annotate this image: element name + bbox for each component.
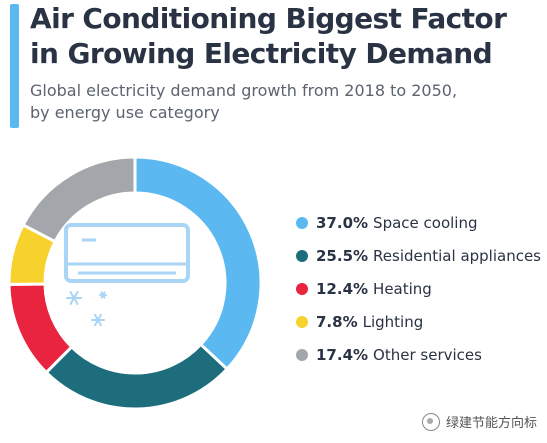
watermark: 绿建节能方向标	[421, 412, 537, 431]
legend-value: 7.8%	[316, 312, 358, 331]
chart-subtitle-line: by energy use category	[30, 103, 220, 122]
chart-subtitle-line: Global electricity demand growth from 20…	[30, 81, 458, 100]
legend-item: 25.5% Residential appliances	[296, 239, 541, 272]
legend-label: Space cooling	[373, 213, 478, 232]
chart-title: Air Conditioning Biggest Factor in Growi…	[30, 1, 542, 71]
donut-slice-space-cooling	[133, 155, 263, 372]
legend-swatch	[296, 348, 308, 361]
legend-swatch	[296, 216, 308, 229]
legend-item: 37.0% Space cooling	[296, 206, 541, 239]
donut-chart	[7, 155, 263, 411]
legend-item: 7.8% Lighting	[296, 305, 541, 338]
snowflake-icon	[66, 291, 107, 327]
donut-slices	[7, 155, 263, 411]
chart-subtitle: Global electricity demand growth from 20…	[30, 80, 530, 124]
legend-item: 12.4% Heating	[296, 272, 541, 305]
title-accent-bar	[10, 4, 19, 128]
legend-label: Other services	[373, 345, 482, 364]
legend-value: 12.4%	[316, 279, 369, 298]
donut-slice-residential-appliances	[44, 342, 230, 411]
legend-value: 17.4%	[316, 345, 369, 364]
donut-slice-other-services	[21, 155, 137, 244]
legend-value: 37.0%	[316, 213, 369, 232]
wechat-account-icon	[421, 412, 440, 431]
legend-value: 25.5%	[316, 246, 369, 265]
legend-swatch	[296, 249, 308, 262]
legend-swatch	[296, 282, 308, 295]
legend-swatch	[296, 315, 308, 328]
air-conditioner-icon	[64, 223, 190, 283]
legend-label: Residential appliances	[373, 246, 541, 265]
chart-title-line: in Growing Electricity Demand	[30, 37, 493, 70]
legend-item: 17.4% Other services	[296, 338, 541, 371]
watermark-text: 绿建节能方向标	[445, 416, 537, 431]
chart-legend: 37.0% Space cooling 25.5% Residential appli…	[296, 206, 541, 371]
chart-title-line: Air Conditioning Biggest Factor	[30, 2, 507, 35]
legend-label: Heating	[373, 279, 432, 298]
legend-label: Lighting	[362, 312, 424, 331]
